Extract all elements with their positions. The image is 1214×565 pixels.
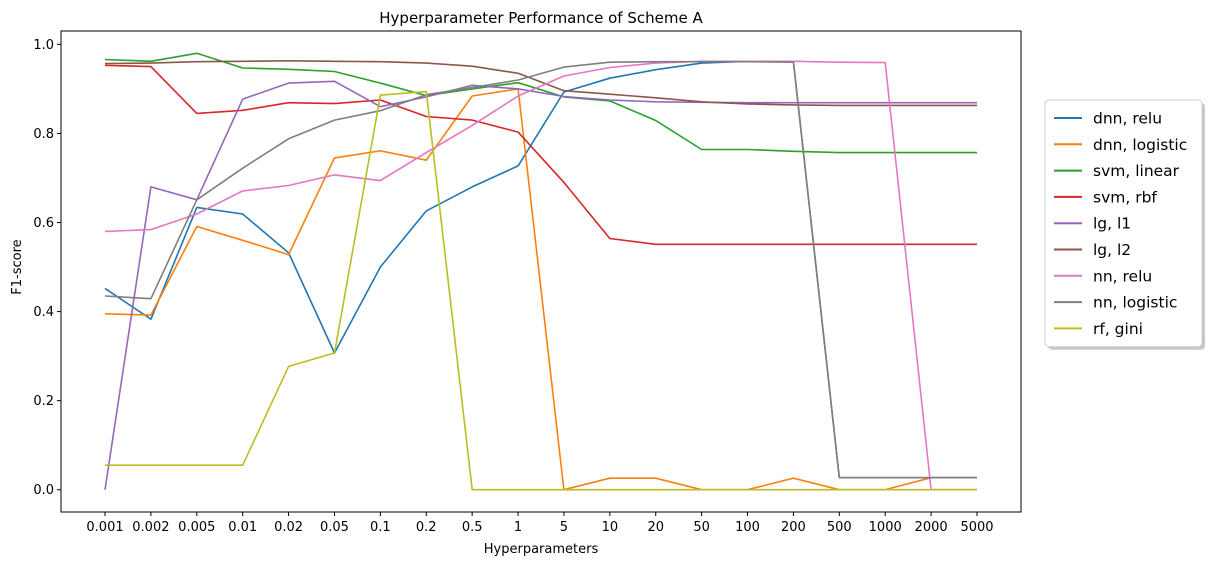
x-tick-label: 1	[514, 520, 522, 535]
y-tick-label: 0.8	[33, 127, 54, 142]
plot-lines	[104, 52, 977, 491]
x-tick-label: 5	[560, 520, 568, 535]
y-tick-label: 0.6	[33, 216, 54, 231]
chart-title: Hyperparameter Performance of Scheme A	[379, 9, 703, 27]
y-tick-label: 0.0	[33, 483, 54, 498]
legend: dnn, relu dnn, logistic svm, linear svm, rb…	[1044, 99, 1205, 350]
y-tick-label: 1.0	[33, 38, 54, 53]
y-axis-label: F1-score	[10, 239, 25, 294]
series-line-6	[104, 60, 977, 491]
x-tick-label: 5000	[960, 520, 993, 535]
x-axis-label: Hyperparameters	[484, 542, 599, 557]
x-tick-label: 100	[735, 520, 760, 535]
x-tick-label: 1000	[869, 520, 902, 535]
x-tick-label: 0.001	[86, 520, 123, 535]
series-line-1	[104, 88, 977, 491]
series-line-8	[105, 90, 977, 491]
legend-label: dnn, logistic	[1093, 136, 1187, 154]
y-tick-label: 0.4	[33, 305, 54, 320]
y-axis: 0.0 0.2 0.4 0.6 0.8 1.0	[33, 38, 61, 498]
legend-label: lg, l1	[1093, 215, 1131, 233]
x-tick-label: 0.02	[274, 520, 303, 535]
x-tick-label: 0.2	[416, 520, 437, 535]
y-tick-label: 0.2	[33, 394, 54, 409]
legend-label: nn, logistic	[1093, 294, 1177, 312]
legend-label: svm, rbf	[1093, 188, 1157, 206]
x-tick-label: 0.5	[462, 520, 483, 535]
x-tick-label: 500	[827, 520, 852, 535]
x-tick-label: 0.05	[320, 520, 349, 535]
legend-label: rf, gini	[1093, 320, 1143, 338]
x-tick-label: 50	[693, 520, 710, 535]
x-tick-label: 0.1	[370, 520, 391, 535]
legend-label: lg, l2	[1093, 241, 1131, 259]
series-line-3	[104, 64, 977, 246]
series-line-0	[104, 60, 977, 479]
legend-label: dnn, relu	[1093, 110, 1162, 128]
x-tick-label: 0.002	[132, 520, 169, 535]
series-line-5	[104, 59, 977, 107]
x-tick-label: 0.01	[228, 520, 257, 535]
x-tick-label: 0.005	[178, 520, 215, 535]
legend-box	[1044, 99, 1203, 348]
x-axis: 0.001 0.002 0.005 0.01 0.02 0.05 0.1 0.2 0.5 1 5 10…	[86, 512, 994, 535]
series-line-7	[104, 60, 977, 479]
plot-frame	[60, 30, 1022, 513]
legend-label: nn, relu	[1093, 267, 1152, 285]
x-tick-label: 2000	[915, 520, 948, 535]
x-tick-label: 10	[602, 520, 619, 535]
legend-label: svm, linear	[1093, 162, 1180, 180]
x-tick-label: 20	[647, 520, 664, 535]
series-line-4	[104, 80, 977, 490]
x-tick-label: 200	[781, 520, 806, 535]
series-line-2	[104, 52, 977, 154]
